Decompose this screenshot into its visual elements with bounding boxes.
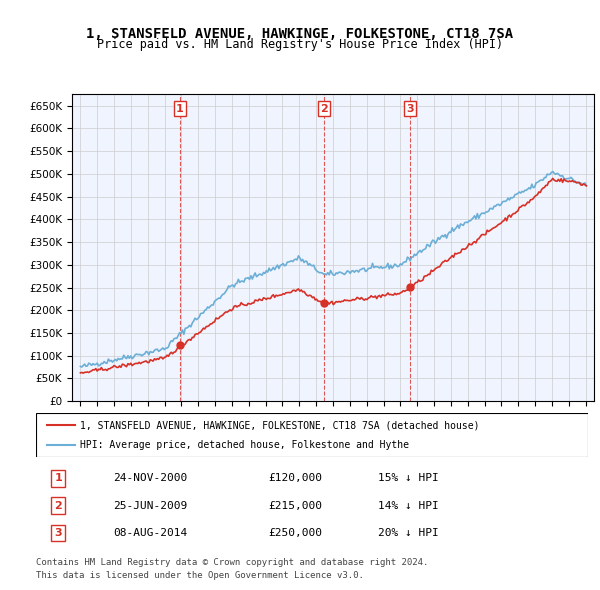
Text: HPI: Average price, detached house, Folkestone and Hythe: HPI: Average price, detached house, Folk… — [80, 440, 409, 450]
Text: £215,000: £215,000 — [268, 501, 322, 510]
Text: Price paid vs. HM Land Registry's House Price Index (HPI): Price paid vs. HM Land Registry's House … — [97, 38, 503, 51]
Text: 2: 2 — [54, 501, 62, 510]
Text: 1, STANSFELD AVENUE, HAWKINGE, FOLKESTONE, CT18 7SA (detached house): 1, STANSFELD AVENUE, HAWKINGE, FOLKESTON… — [80, 421, 479, 430]
Text: 25-JUN-2009: 25-JUN-2009 — [113, 501, 188, 510]
Text: 24-NOV-2000: 24-NOV-2000 — [113, 473, 188, 483]
Text: 3: 3 — [54, 528, 62, 538]
Text: 1: 1 — [54, 473, 62, 483]
Text: £120,000: £120,000 — [268, 473, 322, 483]
Text: 1, STANSFELD AVENUE, HAWKINGE, FOLKESTONE, CT18 7SA: 1, STANSFELD AVENUE, HAWKINGE, FOLKESTON… — [86, 27, 514, 41]
Text: £250,000: £250,000 — [268, 528, 322, 538]
Text: This data is licensed under the Open Government Licence v3.0.: This data is licensed under the Open Gov… — [36, 571, 364, 580]
Text: Contains HM Land Registry data © Crown copyright and database right 2024.: Contains HM Land Registry data © Crown c… — [36, 558, 428, 566]
FancyBboxPatch shape — [36, 413, 588, 457]
Text: 20% ↓ HPI: 20% ↓ HPI — [378, 528, 439, 538]
Text: 14% ↓ HPI: 14% ↓ HPI — [378, 501, 439, 510]
Text: 2: 2 — [320, 104, 328, 114]
Text: 1: 1 — [176, 104, 184, 114]
Text: 3: 3 — [407, 104, 414, 114]
Text: 08-AUG-2014: 08-AUG-2014 — [113, 528, 188, 538]
Text: 15% ↓ HPI: 15% ↓ HPI — [378, 473, 439, 483]
